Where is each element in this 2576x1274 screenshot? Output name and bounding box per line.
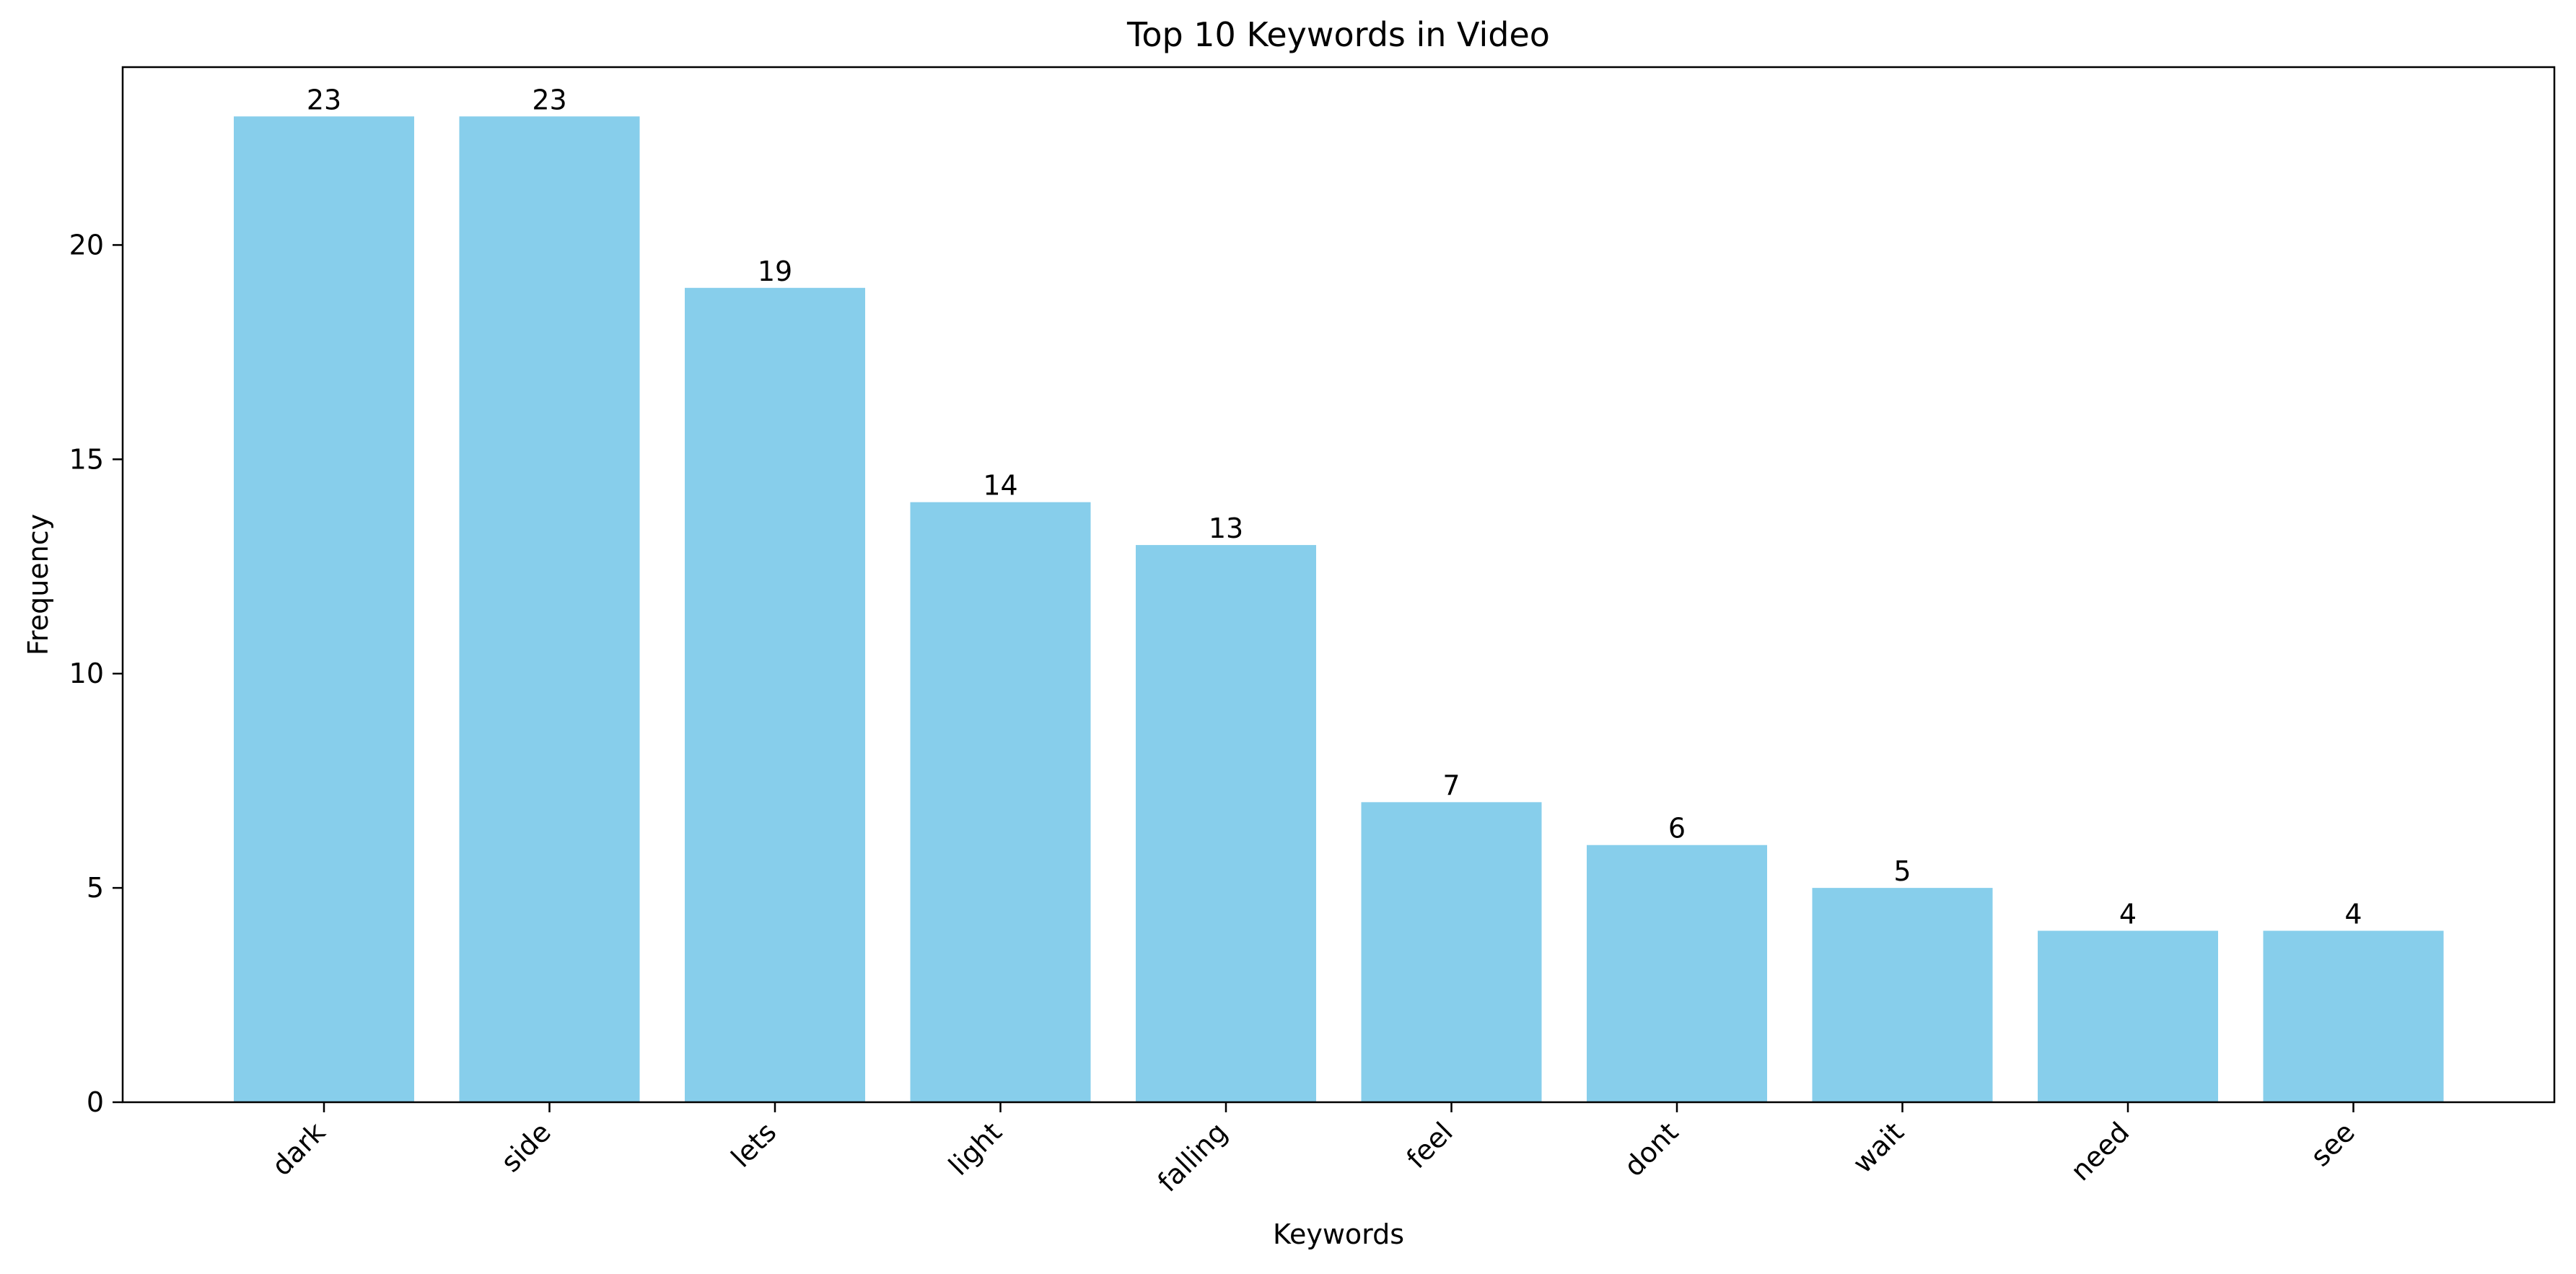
data-label-see: 4 xyxy=(2344,898,2362,930)
data-label-dont: 6 xyxy=(1668,813,1686,845)
bar-dont xyxy=(1587,845,1767,1102)
x-tick-label: wait xyxy=(1846,1116,1910,1179)
bar-wait xyxy=(1812,888,1993,1102)
y-tick-label: 20 xyxy=(69,229,104,261)
data-label-light: 14 xyxy=(983,470,1017,502)
y-axis: 0 5 10 15 20 xyxy=(69,229,123,1118)
bar-need xyxy=(2038,930,2218,1102)
bar-lets xyxy=(685,287,865,1102)
x-tick-label: dont xyxy=(1618,1116,1684,1182)
y-axis-label: Frequency xyxy=(22,514,54,655)
y-tick-label: 5 xyxy=(87,872,104,904)
data-label-need: 4 xyxy=(2119,898,2137,930)
data-label-wait: 5 xyxy=(1893,855,1911,887)
bar-dark xyxy=(234,116,414,1102)
bar-feel xyxy=(1361,802,1542,1102)
x-tick-label: falling xyxy=(1152,1116,1234,1198)
bar-see xyxy=(2263,930,2444,1102)
x-axis-label: Keywords xyxy=(1273,1218,1404,1250)
x-tick-label: light xyxy=(942,1116,1008,1182)
x-axis: dark side lets light falling feel dont wait need… xyxy=(266,1102,2361,1198)
data-label-side: 23 xyxy=(532,84,566,115)
y-tick-label: 10 xyxy=(69,658,104,689)
y-tick-label: 0 xyxy=(87,1086,104,1118)
data-label-falling: 13 xyxy=(1209,512,1243,544)
x-tick-label: lets xyxy=(725,1116,783,1174)
bars-layer xyxy=(234,116,2444,1102)
y-tick-label: 15 xyxy=(69,443,104,475)
x-tick-label: need xyxy=(2064,1116,2135,1187)
x-tick-label: dark xyxy=(266,1116,331,1182)
data-label-dark: 23 xyxy=(307,84,341,115)
bar-light xyxy=(910,502,1091,1102)
data-label-lets: 19 xyxy=(758,256,792,287)
x-tick-label: see xyxy=(2305,1116,2361,1172)
x-tick-label: feel xyxy=(1401,1116,1459,1174)
bar-falling xyxy=(1136,545,1316,1102)
plot-frame xyxy=(121,66,2556,1104)
bar-side xyxy=(459,116,640,1102)
chart-title: Top 10 Keywords in Video xyxy=(1126,15,1550,54)
data-labels-layer: 23 23 19 14 13 7 6 5 4 4 xyxy=(307,84,2362,930)
data-label-feel: 7 xyxy=(1442,769,1460,801)
x-tick-label: side xyxy=(495,1116,557,1178)
